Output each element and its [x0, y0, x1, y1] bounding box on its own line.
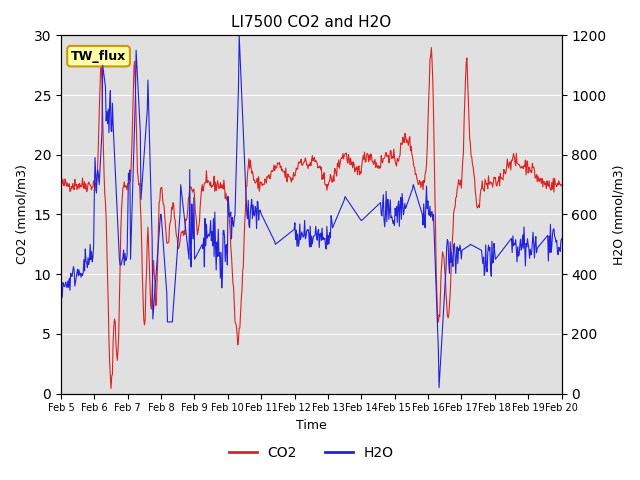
- X-axis label: Time: Time: [296, 419, 326, 432]
- Text: TW_flux: TW_flux: [71, 49, 126, 63]
- Title: LI7500 CO2 and H2O: LI7500 CO2 and H2O: [231, 15, 392, 30]
- Y-axis label: H2O (mmol/m3): H2O (mmol/m3): [612, 164, 625, 264]
- Legend: CO2, H2O: CO2, H2O: [223, 440, 399, 466]
- Y-axis label: CO2 (mmol/m3): CO2 (mmol/m3): [15, 165, 28, 264]
